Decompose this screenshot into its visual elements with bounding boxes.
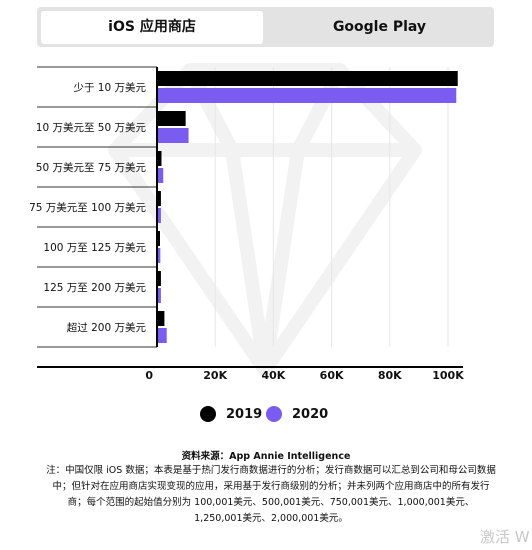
- category-label: 50 万美元至 75 万美元: [36, 161, 147, 174]
- x-tick-label: 40K: [261, 369, 285, 382]
- legend: 2019 2020: [0, 406, 532, 426]
- x-tick-label: 60K: [320, 369, 344, 382]
- bar-2019-5: [158, 271, 161, 286]
- bar-2020-1: [158, 128, 189, 143]
- legend-item-2019: 2019: [200, 406, 262, 422]
- bar-2019-0: [158, 71, 458, 86]
- tab-ios-app-store[interactable]: iOS 应用商店: [41, 11, 263, 44]
- legend-label-2019: 2019: [226, 406, 263, 422]
- bar-2019-6: [158, 311, 165, 326]
- activation-overlay-text: 激活 W: [480, 528, 530, 546]
- legend-label-2020: 2020: [292, 406, 329, 422]
- bar-2019-3: [158, 191, 161, 206]
- bar-2020-2: [158, 168, 164, 183]
- bar-2019-2: [158, 151, 162, 166]
- source-title: 资料来源：App Annie Intelligence: [0, 449, 532, 464]
- store-tabs: iOS 应用商店 Google Play: [37, 7, 494, 47]
- category-label: 少于 10 万美元: [73, 81, 146, 94]
- source-title-text: 资料来源：App Annie Intelligence: [181, 451, 351, 462]
- category-label: 125 万至 200 万美元: [43, 281, 146, 294]
- category-label: 10 万美元至 50 万美元: [36, 121, 147, 134]
- category-label: 75 万美元至 100 万美元: [29, 201, 146, 214]
- source-note: 注：中国仅限 iOS 数据；本表是基于热门发行商数据进行的分析；发行商数据可以汇…: [46, 465, 496, 524]
- bar-2020-0: [158, 88, 457, 103]
- bar-2020-5: [158, 288, 161, 303]
- category-label: 超过 200 万美元: [67, 321, 147, 334]
- x-tick-label: 20K: [203, 369, 227, 382]
- legend-swatch-2019: [200, 406, 216, 422]
- x-tick-label: 100K: [432, 369, 464, 382]
- legend-swatch-2020: [266, 406, 282, 422]
- bar-2020-3: [158, 208, 161, 223]
- bar-chart: 少于 10 万美元 10 万美元至 50 万美元 50 万美元至 75 万美元 75 …: [29, 66, 464, 382]
- bar-2019-1: [158, 111, 186, 126]
- bar-2019-4: [158, 231, 160, 246]
- bar-2020-6: [158, 328, 167, 343]
- category-label: 100 万至 125 万美元: [43, 241, 146, 254]
- tab-google-play[interactable]: Google Play: [332, 19, 427, 35]
- bar-2020-4: [158, 248, 161, 263]
- legend-item-2020: 2020: [266, 406, 328, 422]
- x-tick-label: 0: [145, 369, 153, 382]
- x-tick-label: 80K: [378, 369, 402, 382]
